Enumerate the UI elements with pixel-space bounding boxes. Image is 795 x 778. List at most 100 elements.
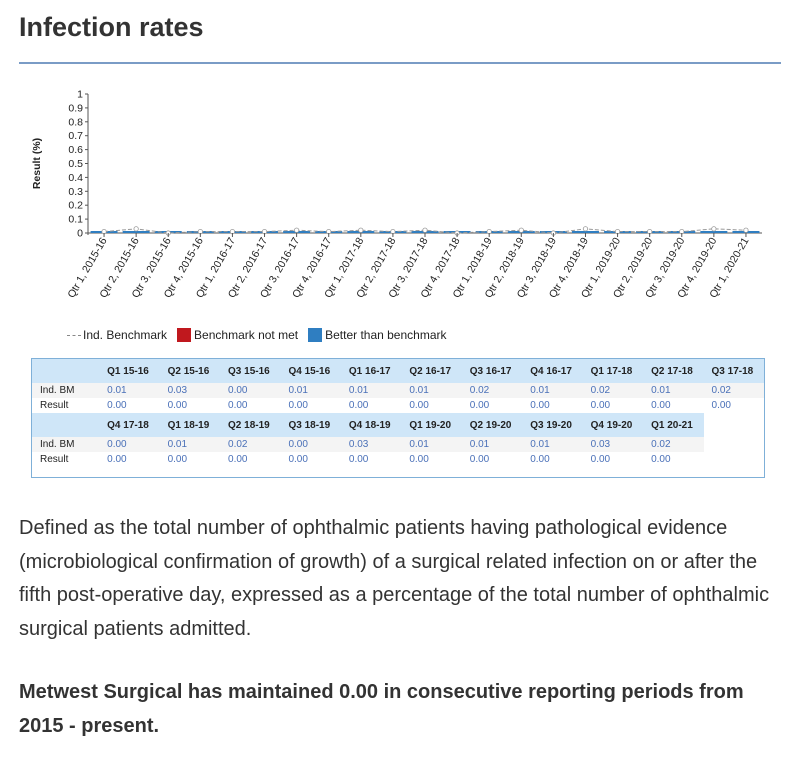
table-value-cell: 0.00 <box>167 454 188 465</box>
table-value-cell: 0.00 <box>288 400 308 411</box>
legend-label-benchmark-not-met: Benchmark not met <box>194 328 299 342</box>
table-value-cell: 0.00 <box>107 454 127 465</box>
infection-rates-chart: Result (%) 0 0.1 0.2 0.3 0.4 0.5 0.6 0.7 0.8 0.9 1 Q… <box>20 80 780 360</box>
table-value-cell: 0.02 <box>643 437 704 452</box>
y-axis-label: Result (%) <box>31 138 43 189</box>
y-tick-label: 0.2 <box>68 200 83 212</box>
y-tick-label: 1 <box>77 89 83 101</box>
performance-note: Metwest Surgical has maintained 0.00 in … <box>19 681 744 737</box>
table-corner-cell <box>32 359 100 383</box>
table-value-cell: 0.00 <box>348 400 369 411</box>
table-value-cell: 0.00 <box>530 454 550 465</box>
table-value-cell: 0.00 <box>107 400 127 411</box>
table-header-row: Q4 17-18 Q1 18-19 Q2 18-19 Q3 18-19 Q4 18-19… <box>32 413 764 437</box>
table-row: Ind. BM 0.01 0.03 0.00 0.01 0.01 0.01 0.02 0.01 0… <box>32 383 764 398</box>
table-value-cell: 0.01 <box>522 437 583 452</box>
table-value-cell: 0.00 <box>530 400 550 411</box>
benchmark-point <box>518 227 524 233</box>
benchmark-point <box>294 227 300 233</box>
table-empty-cell <box>703 413 764 437</box>
table-empty-cell <box>703 452 764 467</box>
y-tick-label: 0.9 <box>68 102 83 114</box>
table-row: Result 0.00 0.00 0.00 0.00 0.00 0.00 0.00 0.00 0.… <box>32 398 764 413</box>
table-value-cell: 0.02 <box>220 437 281 452</box>
y-tick-label: 0.1 <box>68 214 83 226</box>
table-empty-cell <box>703 437 764 452</box>
table-header-row: Q1 15-16 Q2 15-16 Q3 15-16 Q4 15-16 Q1 16-17… <box>32 359 764 383</box>
table-value-cell: 0.00 <box>228 454 248 465</box>
table-value-cell: 0.01 <box>401 383 462 398</box>
table-header-cell: Q4 15-16 <box>280 359 341 383</box>
table-header-cell: Q3 19-20 <box>522 413 583 437</box>
legend-item-ind-benchmark: Ind. Benchmark <box>67 328 167 342</box>
title-divider <box>19 62 781 64</box>
y-tick-label: 0.5 <box>68 158 83 170</box>
benchmark-point <box>358 227 364 233</box>
legend-label-better-than-benchmark: Better than benchmark <box>325 328 447 342</box>
table-header-cell: Q1 15-16 <box>99 359 160 383</box>
table-corner-cell <box>32 413 100 437</box>
y-tick-label: 0.3 <box>68 186 83 198</box>
table-value-cell: 0.00 <box>409 400 429 411</box>
table-value-cell: 0.00 <box>590 454 611 465</box>
table-header-cell: Q1 20-21 <box>643 413 704 437</box>
table-value-cell: 0.00 <box>228 400 248 411</box>
table-value-cell: 0.00 <box>348 454 369 465</box>
table-header-cell: Q3 16-17 <box>461 359 523 383</box>
table-value-cell: 0.03 <box>340 437 402 452</box>
table-value-cell: 0.00 <box>167 400 188 411</box>
legend-line-swatch <box>67 334 81 336</box>
data-table-grid: Q1 15-16 Q2 15-16 Q3 15-16 Q4 15-16 Q1 16-17… <box>32 359 764 467</box>
table-row: Ind. BM 0.00 0.01 0.02 0.00 0.03 0.01 0.01 0.01 0… <box>32 437 764 452</box>
benchmark-point <box>743 227 749 233</box>
result-bar <box>571 231 599 233</box>
table-value-cell: 0.00 <box>409 454 429 465</box>
table-value-cell: 0.03 <box>159 383 221 398</box>
legend-red-swatch <box>177 328 192 342</box>
legend-item-better-than-benchmark: Better than benchmark <box>308 328 447 342</box>
table-value-cell: 0.02 <box>582 383 644 398</box>
table-row-label: Ind. BM <box>32 437 100 452</box>
chart-svg: Result (%)00.10.20.30.40.50.60.70.80.91Q… <box>31 89 762 300</box>
table-header-cell: Q1 17-18 <box>582 359 644 383</box>
table-value-cell: 0.02 <box>461 383 523 398</box>
table-header-cell: Q4 16-17 <box>522 359 583 383</box>
table-value-cell: 0.01 <box>340 383 402 398</box>
table-value-cell: 0.00 <box>651 400 671 411</box>
legend-blue-swatch <box>308 328 323 342</box>
benchmark-point <box>133 226 139 232</box>
page-title: Infection rates <box>19 12 204 42</box>
table-value-cell: 0.02 <box>703 383 764 398</box>
table-value-cell: 0.00 <box>220 383 281 398</box>
table-header-cell: Q3 15-16 <box>220 359 281 383</box>
table-value-cell: 0.01 <box>159 437 221 452</box>
table-value-cell: 0.00 <box>651 454 671 465</box>
definition-text: Defined as the total number of ophthalmi… <box>19 517 770 640</box>
table-value-cell: 0.03 <box>582 437 644 452</box>
table-value-cell: 0.01 <box>643 383 704 398</box>
table-value-cell: 0.01 <box>522 383 583 398</box>
table-header-cell: Q2 18-19 <box>220 413 281 437</box>
table-header-cell: Q3 17-18 <box>703 359 764 383</box>
table-value-cell: 0.00 <box>99 437 160 452</box>
table-header-cell: Q1 18-19 <box>159 413 221 437</box>
result-bar <box>122 231 150 233</box>
y-tick-label: 0.6 <box>68 144 83 156</box>
table-value-cell: 0.01 <box>461 437 523 452</box>
table-row-label: Result <box>40 400 69 411</box>
table-header-cell: Q1 19-20 <box>401 413 462 437</box>
table-header-cell: Q2 19-20 <box>461 413 523 437</box>
legend-item-benchmark-not-met: Benchmark not met <box>177 328 298 342</box>
legend-label-ind-benchmark: Ind. Benchmark <box>83 328 168 342</box>
result-bar <box>700 231 728 233</box>
table-row-label: Result <box>40 454 69 465</box>
table-header-cell: Q2 15-16 <box>159 359 221 383</box>
table-header-cell: Q4 17-18 <box>99 413 160 437</box>
table-value-cell: 0.00 <box>469 400 490 411</box>
table-header-cell: Q4 18-19 <box>340 413 402 437</box>
y-tick-label: 0.8 <box>68 116 83 128</box>
table-header-cell: Q2 16-17 <box>401 359 462 383</box>
table-value-cell: 0.00 <box>711 400 731 411</box>
table-header-cell: Q1 16-17 <box>340 359 402 383</box>
benchmark-point <box>422 227 428 233</box>
